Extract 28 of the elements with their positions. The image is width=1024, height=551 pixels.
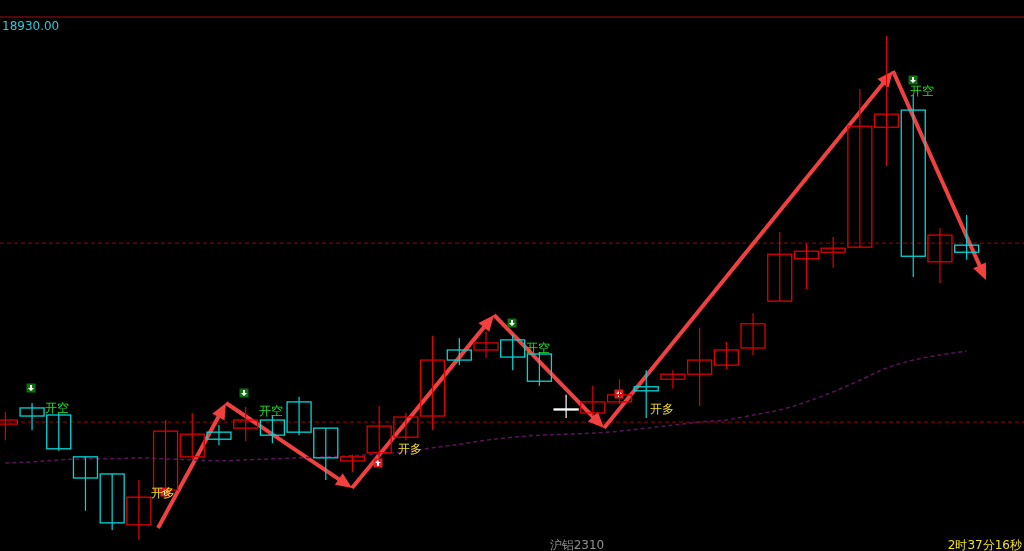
candlestick bbox=[740, 312, 766, 356]
annotation: 开多 bbox=[398, 442, 422, 456]
annotation: 开空 bbox=[45, 401, 69, 415]
annotation: 沪铝2310 bbox=[549, 538, 605, 551]
annotation: 开空 bbox=[526, 341, 550, 355]
candlestick bbox=[553, 394, 579, 419]
annotation: 开空 bbox=[259, 404, 283, 418]
candlestick bbox=[126, 479, 152, 541]
candlestick bbox=[500, 334, 526, 371]
candlestick bbox=[206, 424, 232, 446]
candlestick bbox=[99, 473, 125, 531]
annotation: 开多 bbox=[650, 402, 674, 416]
candlestick bbox=[580, 385, 606, 417]
candlestick bbox=[446, 337, 472, 366]
annotation: 2时37分16秒 bbox=[947, 538, 1022, 551]
candlestick bbox=[473, 331, 499, 359]
annotation: 开空 bbox=[910, 84, 934, 98]
candlestick bbox=[954, 214, 980, 261]
candlestick bbox=[179, 412, 205, 461]
candlestick bbox=[927, 227, 953, 284]
candlestick bbox=[606, 378, 633, 405]
candlestick bbox=[767, 231, 793, 302]
candlestick bbox=[713, 341, 739, 370]
text: 18930.00 bbox=[2, 19, 60, 33]
candlestick bbox=[873, 35, 900, 167]
candlestick bbox=[233, 406, 259, 442]
candlestick bbox=[72, 456, 99, 512]
candlestick bbox=[847, 88, 873, 248]
